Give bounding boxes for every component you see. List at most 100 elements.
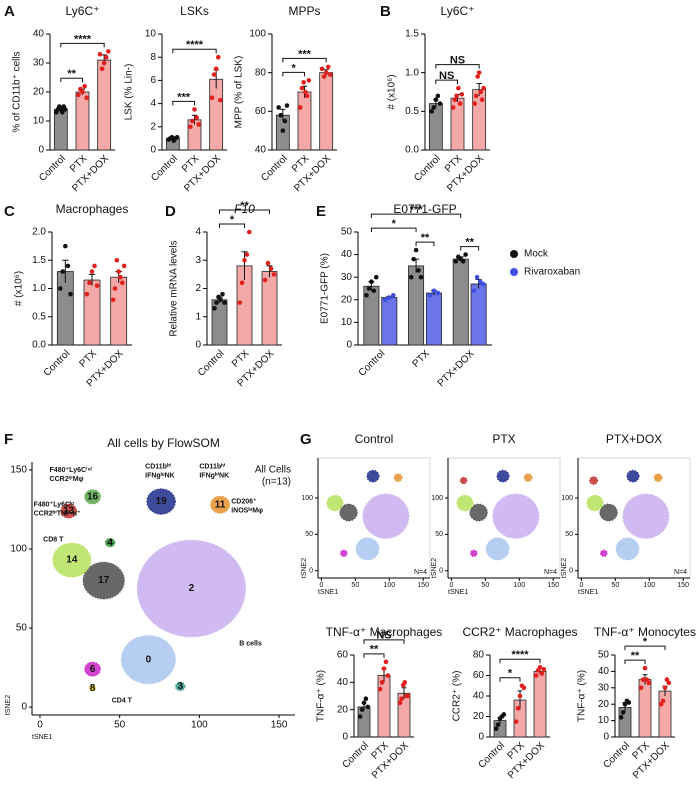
x-tick-label: 50 xyxy=(351,582,359,589)
data-point xyxy=(244,252,250,257)
x-axis-label: tSNE1 xyxy=(448,589,468,596)
legend-swatch xyxy=(510,250,518,258)
data-point xyxy=(371,288,377,294)
significance-label: ** xyxy=(67,68,76,80)
data-point xyxy=(359,707,365,712)
y-tick-label: 0 xyxy=(346,340,352,351)
cluster xyxy=(459,476,468,485)
note: (n=13) xyxy=(262,477,291,488)
y-tick-label: 8 xyxy=(150,52,156,63)
x-tick-label: 0 xyxy=(579,582,583,589)
y-axis-label: tSNE2 xyxy=(301,558,308,578)
x-axis-label: tSNE1 xyxy=(578,589,598,596)
cluster xyxy=(146,488,176,515)
y-tick-label: 0 xyxy=(478,732,484,743)
y-tick-label: 100 xyxy=(10,544,27,555)
cluster xyxy=(492,493,540,539)
data-point xyxy=(475,74,480,79)
data-point xyxy=(437,101,443,106)
y-tick-label: 50 xyxy=(435,531,443,538)
bar xyxy=(297,91,312,151)
chart-title: MPPs xyxy=(288,4,320,18)
chart-title: TNF-α⁺ Macrophages xyxy=(326,625,443,639)
data-point xyxy=(361,700,367,706)
x-tick-label: 100 xyxy=(191,720,208,731)
panel-letter: F xyxy=(4,431,13,448)
significance-bracket xyxy=(624,659,646,665)
count-note: N=4 xyxy=(414,569,427,576)
cluster xyxy=(362,493,410,539)
data-point xyxy=(386,295,392,300)
annotation: CD11bʰⁱ xyxy=(145,463,171,471)
y-axis-label: Relative mRNA levels xyxy=(169,240,180,336)
cluster xyxy=(622,493,670,539)
y-tick-label: 40 xyxy=(473,691,485,702)
data-point xyxy=(188,124,193,130)
y-tick-label: 60 xyxy=(337,650,349,661)
y-tick-label: 20 xyxy=(337,704,349,715)
x-tick-label: Control xyxy=(259,153,290,184)
y-tick-label: 30 xyxy=(33,58,45,69)
data-point xyxy=(101,60,107,66)
bar xyxy=(261,271,278,346)
x-tick-label: Control xyxy=(340,740,371,771)
cluster xyxy=(84,489,102,505)
data-point xyxy=(68,291,73,297)
data-point xyxy=(397,700,403,706)
annotation: F480⁺Ly6Cⁱⁿᵗ xyxy=(50,466,93,474)
significance-bracket xyxy=(219,223,245,228)
y-tick-label: 40 xyxy=(33,29,45,40)
data-point xyxy=(383,659,389,665)
data-point xyxy=(450,105,456,110)
significance-bracket xyxy=(370,213,462,219)
bar xyxy=(319,72,334,151)
data-point xyxy=(454,93,459,99)
x-tick-label: 50 xyxy=(481,582,489,589)
cluster-label: 19 xyxy=(156,496,168,507)
cluster xyxy=(456,494,474,512)
error-bar xyxy=(476,82,482,96)
data-point xyxy=(92,263,97,269)
data-point xyxy=(453,259,459,264)
x-tick-label: 50 xyxy=(114,720,126,731)
cluster xyxy=(174,681,186,692)
significance-label: * xyxy=(508,668,513,680)
cluster xyxy=(355,537,380,561)
data-point xyxy=(323,70,329,75)
cluster-label: 13 xyxy=(63,506,75,517)
cluster xyxy=(586,494,604,512)
y-tick-label: 40 xyxy=(255,145,267,156)
y-tick-label: 0.5 xyxy=(32,311,46,322)
data-point xyxy=(433,97,439,103)
bar xyxy=(53,109,68,151)
data-point xyxy=(435,290,441,296)
data-point xyxy=(328,72,333,77)
significance-bracket xyxy=(60,77,83,83)
y-tick-label: 3 xyxy=(195,255,201,266)
data-point xyxy=(82,83,87,89)
y-tick-label: 20 xyxy=(33,87,45,98)
data-point xyxy=(474,274,480,280)
y-tick-label: 10 xyxy=(33,116,45,127)
y-tick-label: 10 xyxy=(145,29,157,40)
significance-bracket xyxy=(415,241,435,247)
bar xyxy=(75,91,90,151)
y-tick-label: 100 xyxy=(431,495,443,502)
annotation: CD11bʰⁱ xyxy=(199,463,225,471)
significance-label: * xyxy=(230,214,235,226)
data-point xyxy=(431,288,437,294)
data-point xyxy=(533,673,539,678)
y-tick-label: 1 xyxy=(195,311,201,322)
data-point xyxy=(513,719,519,724)
y-axis-label: TNF-α⁺ (%) xyxy=(316,670,327,722)
data-point xyxy=(357,714,363,719)
cluster-label: 17 xyxy=(98,575,110,586)
data-point xyxy=(452,97,458,103)
bar xyxy=(425,292,442,346)
data-point xyxy=(640,677,646,682)
annotation: CD4 T xyxy=(112,698,133,705)
y-tick-label: 1.0 xyxy=(405,67,419,78)
cluster xyxy=(326,494,344,512)
data-point xyxy=(237,300,242,305)
